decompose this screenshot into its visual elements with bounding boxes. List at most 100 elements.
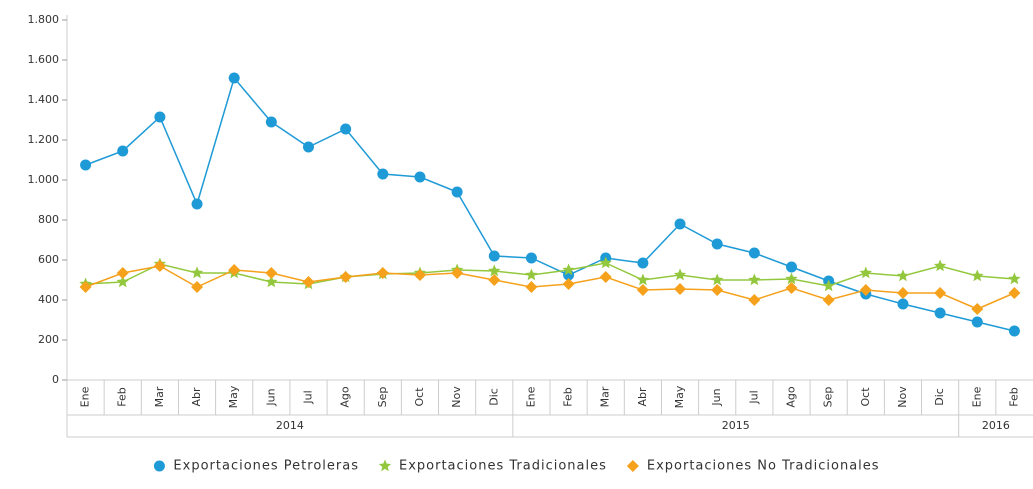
marker — [933, 259, 947, 272]
y-tick-label: 800 — [38, 213, 59, 226]
x-tick-label: Mar — [599, 386, 612, 407]
marker — [265, 267, 278, 279]
x-tick-label: Sep — [376, 387, 389, 408]
x-tick-label: Sep — [822, 387, 835, 408]
x-tick-label: Ene — [970, 386, 983, 407]
marker — [748, 294, 761, 306]
y-tick-label: 1.000 — [28, 173, 60, 186]
marker — [785, 282, 798, 294]
marker — [302, 276, 315, 288]
marker — [228, 72, 240, 84]
x-tick-label: Feb — [562, 387, 575, 406]
y-tick-label: 0 — [52, 373, 59, 386]
marker — [562, 278, 575, 290]
marker — [673, 268, 687, 281]
marker — [785, 272, 798, 285]
x-tick-label: Nov — [450, 386, 463, 408]
marker — [265, 116, 277, 128]
marker — [153, 460, 165, 472]
marker — [748, 247, 760, 259]
x-tick-label: Oct — [413, 387, 426, 407]
marker — [378, 459, 392, 472]
x-tick-label: May — [227, 385, 240, 408]
marker — [674, 283, 687, 295]
marker — [525, 281, 538, 293]
marker — [79, 281, 92, 293]
y-tick-label: 200 — [38, 333, 59, 346]
marker — [488, 274, 501, 286]
marker — [154, 111, 166, 123]
x-group-label: 2016 — [982, 419, 1010, 432]
marker — [711, 238, 723, 250]
x-tick-label: Dic — [933, 388, 946, 406]
legend-label: Exportaciones Petroleras — [173, 459, 359, 474]
marker — [971, 269, 984, 282]
x-tick-label: Jun — [710, 388, 723, 406]
marker — [562, 263, 575, 276]
x-tick-label: Abr — [190, 387, 203, 407]
x-tick-label: Ago — [785, 386, 798, 408]
marker — [191, 281, 204, 293]
marker — [339, 271, 352, 283]
x-tick-label: Ene — [79, 386, 92, 407]
marker — [153, 260, 166, 272]
y-tick-label: 1.800 — [28, 13, 60, 26]
marker — [190, 266, 204, 279]
x-tick-label: Jul — [302, 390, 315, 404]
marker — [896, 287, 909, 299]
marker — [413, 269, 426, 281]
marker — [971, 303, 984, 315]
x-tick-label: Feb — [116, 387, 129, 406]
x-tick-label: Dic — [487, 388, 500, 406]
marker — [599, 271, 612, 283]
marker — [859, 284, 872, 296]
legend: Exportaciones Petroleras Exportaciones Tr… — [153, 459, 879, 474]
marker — [116, 267, 129, 279]
marker — [934, 307, 946, 319]
y-tick-label: 1.200 — [28, 133, 60, 146]
marker — [1008, 287, 1021, 299]
marker — [376, 267, 389, 279]
marker — [822, 294, 835, 306]
marker — [303, 141, 314, 153]
marker — [228, 264, 241, 276]
marker — [488, 250, 500, 262]
x-tick-label: May — [673, 385, 686, 408]
x-tick-label: Ene — [524, 386, 537, 407]
x-tick-label: Jun — [264, 388, 277, 406]
marker — [711, 284, 724, 296]
series-line — [85, 265, 1015, 310]
x-group-label: 2015 — [722, 419, 750, 432]
marker — [451, 186, 463, 198]
marker — [451, 267, 464, 279]
marker — [637, 257, 649, 269]
marker — [265, 275, 278, 288]
y-tick-label: 600 — [38, 253, 59, 266]
x-tick-label: Oct — [859, 387, 872, 407]
marker — [1008, 272, 1021, 285]
marker — [488, 264, 501, 277]
legend-label: Exportaciones Tradicionales — [399, 459, 607, 474]
marker — [191, 198, 203, 210]
marker — [377, 168, 389, 180]
marker — [934, 287, 947, 299]
marker — [897, 298, 909, 310]
marker — [859, 266, 872, 279]
x-tick-label: Nov — [896, 386, 909, 408]
marker — [971, 316, 983, 328]
marker — [80, 159, 92, 171]
y-tick-label: 1.600 — [28, 53, 60, 66]
marker — [636, 273, 650, 286]
y-tick-label: 400 — [38, 293, 59, 306]
marker — [340, 123, 352, 135]
x-tick-label: Ago — [339, 386, 352, 408]
marker — [896, 269, 910, 282]
marker — [674, 218, 686, 230]
marker — [525, 268, 538, 281]
marker — [116, 275, 129, 288]
x-group-label: 2014 — [276, 419, 304, 432]
marker — [414, 171, 426, 183]
marker — [786, 261, 797, 273]
marker — [117, 145, 129, 157]
